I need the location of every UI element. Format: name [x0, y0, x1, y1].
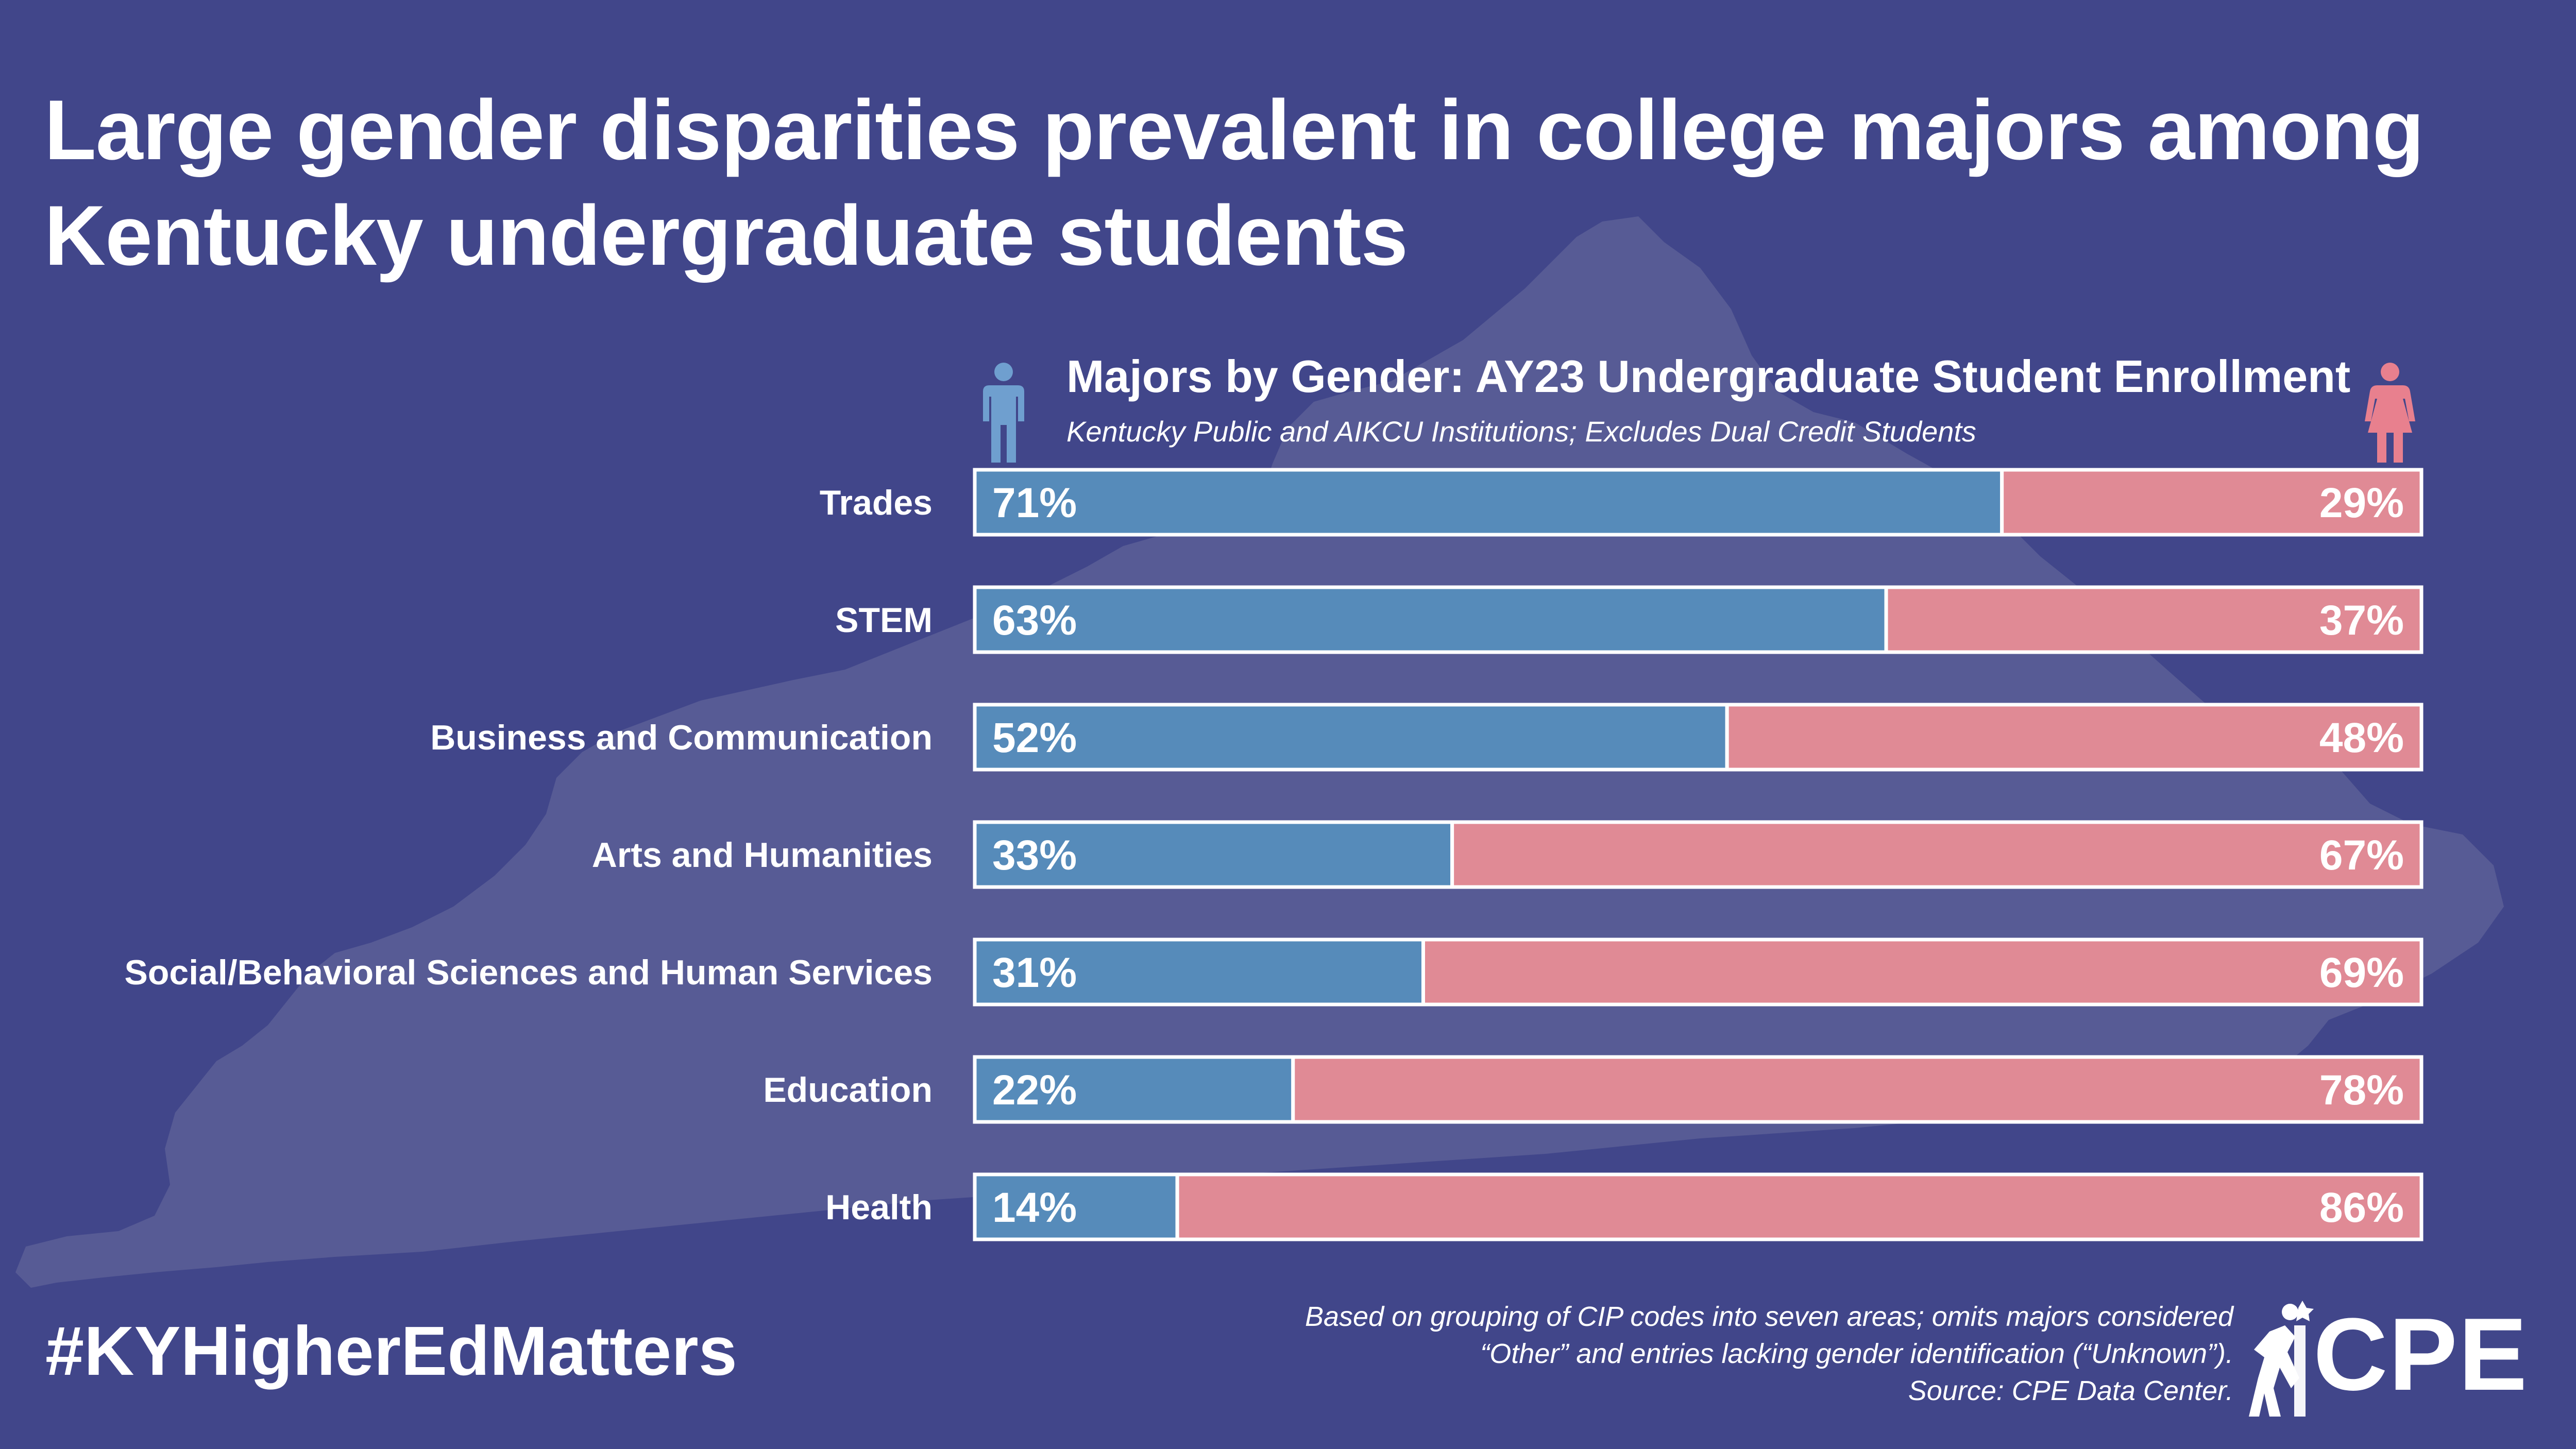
bar-segment-female: [1421, 937, 2424, 1007]
data-label-male: 71%: [992, 480, 1077, 526]
bar-segment-female: [1175, 1172, 2424, 1241]
data-label-male: 52%: [992, 714, 1077, 761]
bar-segment-female: [2000, 468, 2424, 537]
data-label-female: 69%: [2319, 949, 2404, 996]
data-label-male: 14%: [992, 1184, 1077, 1231]
chart-subtitle: Kentucky Public and AIKCU Institutions; …: [1066, 415, 1976, 448]
category-label: Business and Communication: [430, 718, 933, 757]
category-label: Social/Behavioral Sciences and Human Ser…: [124, 953, 933, 992]
category-label: Trades: [820, 483, 933, 522]
bar-segment-male: [973, 820, 1454, 889]
category-label: STEM: [835, 601, 933, 640]
data-label-male: 31%: [992, 949, 1077, 996]
footnote: Based on grouping of CIP codes into seve…: [894, 1298, 2233, 1409]
data-label-male: 63%: [992, 597, 1077, 644]
category-label: Education: [763, 1070, 933, 1110]
footnote-line-2: “Other” and entries lacking gender ident…: [1480, 1338, 2233, 1369]
data-label-male: 33%: [992, 832, 1077, 879]
bar-segment-female: [1725, 703, 2424, 772]
data-label-female: 29%: [2319, 480, 2404, 526]
data-label-female: 86%: [2319, 1184, 2404, 1231]
data-label-female: 48%: [2319, 714, 2404, 761]
data-label-female: 78%: [2319, 1067, 2404, 1114]
category-label: Arts and Humanities: [592, 836, 933, 875]
bar-segment-male: [973, 468, 2004, 537]
cpe-logo-mark: [2249, 1301, 2314, 1417]
female-person-icon: [2365, 363, 2415, 463]
bar-segment-male: [973, 585, 1888, 654]
page-headline: Large gender disparities prevalent in co…: [44, 82, 2424, 283]
data-label-male: 22%: [992, 1067, 1077, 1114]
cpe-logo-text: CPE: [2313, 1297, 2529, 1412]
bar-segment-male: [973, 703, 1729, 772]
bar-segment-female: [1291, 1055, 2424, 1124]
male-person-icon: [983, 363, 1024, 463]
footnote-line-1: Based on grouping of CIP codes into seve…: [1305, 1301, 2233, 1332]
bar-segment-male: [973, 1172, 1179, 1241]
bar-segment-female: [1450, 820, 2424, 889]
category-label: Health: [825, 1188, 933, 1227]
footnote-line-3: Source: CPE Data Center.: [1908, 1375, 2233, 1406]
data-label-female: 37%: [2319, 597, 2404, 644]
chart-title: Majors by Gender: AY23 Undergraduate Stu…: [1066, 351, 2351, 402]
bar-segment-female: [1884, 585, 2424, 654]
hashtag: #KYHigherEdMatters: [45, 1312, 737, 1390]
data-label-female: 67%: [2319, 832, 2404, 879]
